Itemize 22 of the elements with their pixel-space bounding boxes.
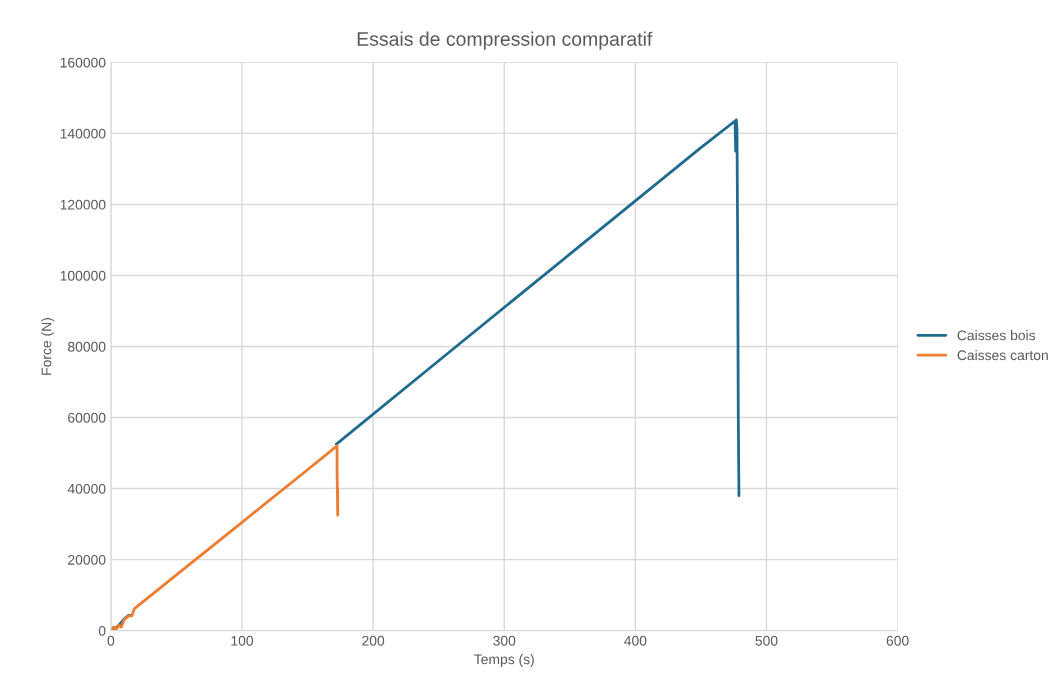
x-axis-title: Temps (s) [474, 653, 534, 667]
x-tick-label: 300 [493, 635, 516, 646]
y-tick-label: 160000 [60, 57, 106, 68]
x-tick-label: 100 [231, 635, 254, 646]
x-tick-label: 600 [886, 635, 909, 646]
x-tick-label: 400 [624, 635, 647, 646]
x-tick-label: 0 [107, 635, 115, 646]
y-tick-label: 0 [98, 625, 106, 636]
y-tick-label: 40000 [67, 483, 106, 494]
legend-label: Caisses bois [957, 330, 1036, 341]
line-series [110, 444, 340, 631]
y-tick-label: 80000 [68, 341, 106, 352]
legend-label: Caisses carton [957, 349, 1048, 361]
y-tick-label: 100000 [60, 270, 106, 281]
y-tick-label: 20000 [68, 554, 106, 565]
x-tick-label: 200 [362, 635, 385, 646]
y-axis-title: Force (N) [41, 318, 55, 375]
y-tick-label: 60000 [68, 412, 106, 423]
x-tick-label: 500 [755, 635, 778, 646]
chart-title: Essais de compression comparatif [357, 31, 653, 50]
y-tick-label: 140000 [60, 128, 106, 139]
y-tick-label: 120000 [60, 199, 106, 210]
